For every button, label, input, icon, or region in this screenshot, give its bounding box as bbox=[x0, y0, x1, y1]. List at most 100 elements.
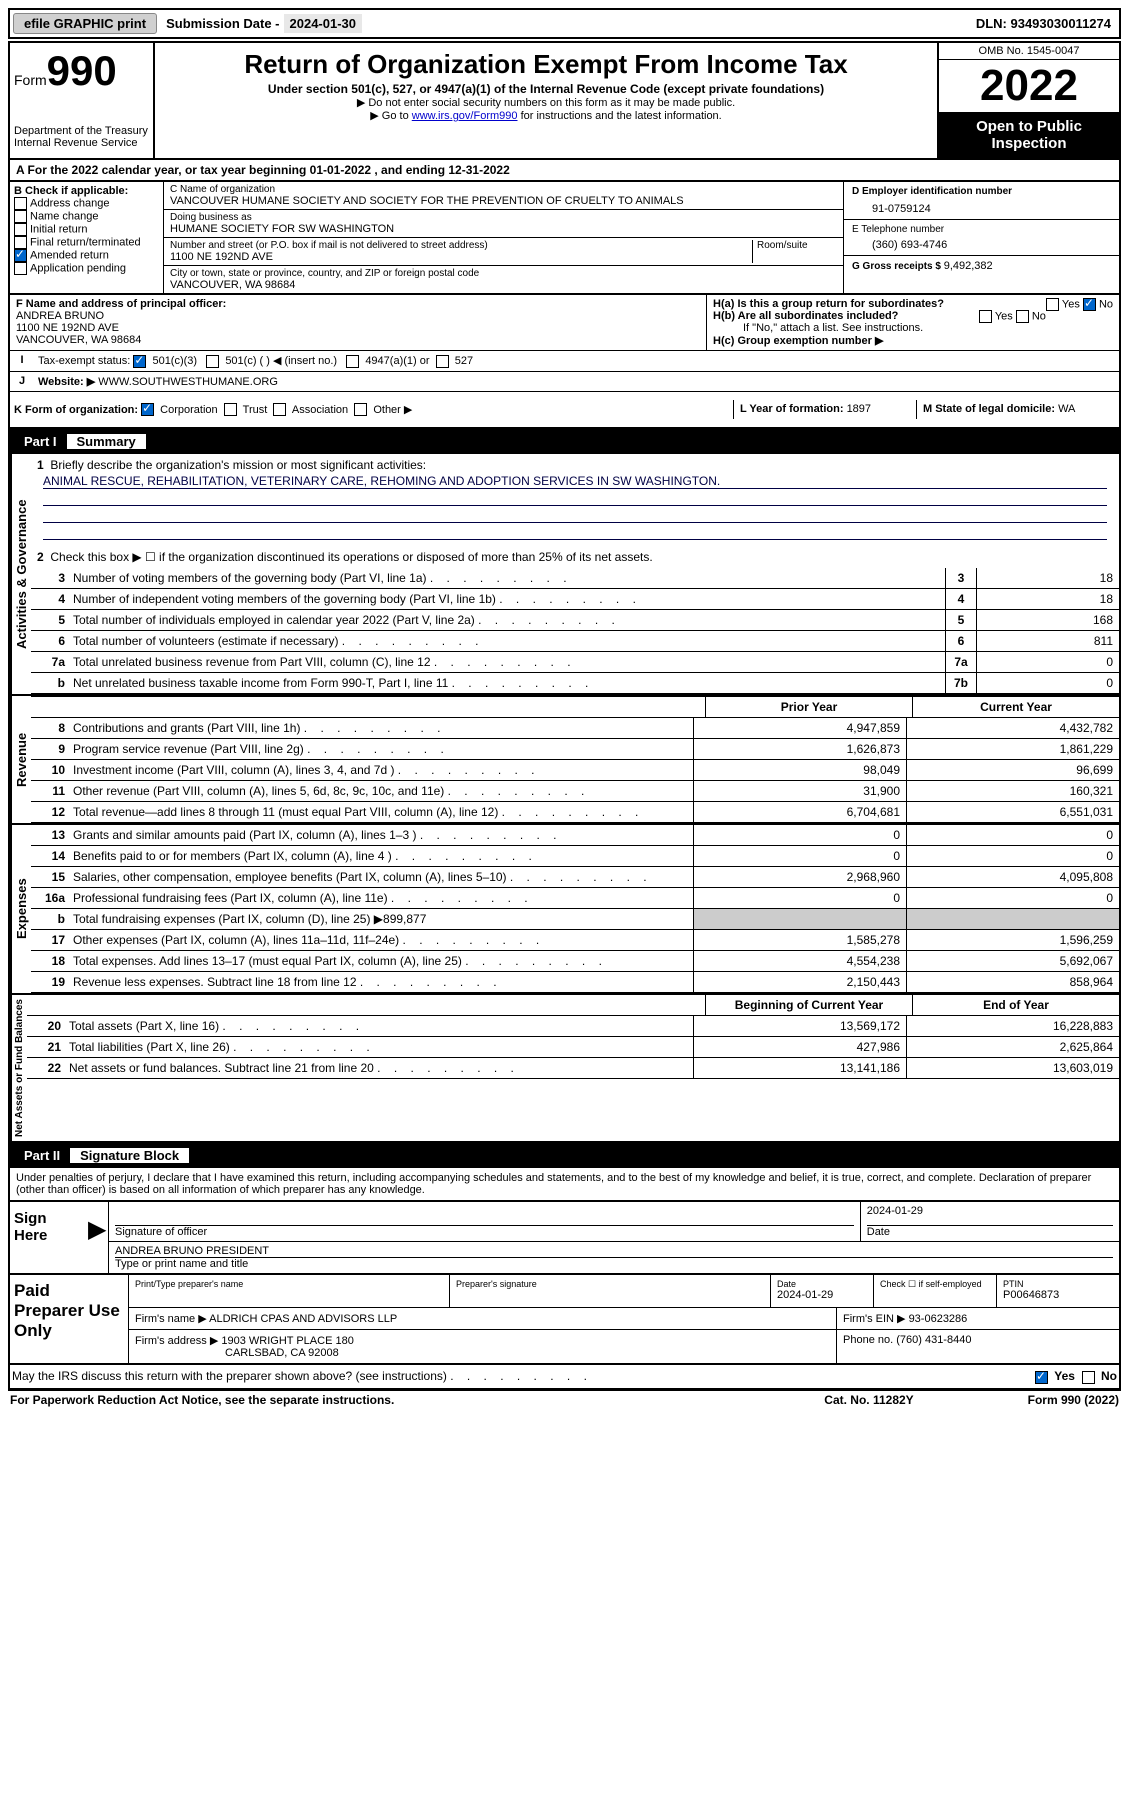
city-label: City or town, state or province, country… bbox=[170, 268, 837, 279]
dln: DLN: 93493030011274 bbox=[976, 16, 1119, 31]
checkbox-amended-return[interactable] bbox=[14, 249, 27, 262]
form-left: Form990 Department of the Treasury Inter… bbox=[10, 43, 155, 158]
exp-line-14: 14Benefits paid to or for members (Part … bbox=[31, 846, 1119, 867]
checkbox-ha-yes[interactable] bbox=[1046, 298, 1059, 311]
checkbox-527[interactable] bbox=[436, 355, 449, 368]
b-label: B Check if applicable: bbox=[14, 185, 159, 197]
gov-line-3: 3Number of voting members of the governi… bbox=[31, 568, 1119, 589]
org-name: VANCOUVER HUMANE SOCIETY AND SOCIETY FOR… bbox=[170, 195, 837, 207]
checkbox-trust[interactable] bbox=[224, 403, 237, 416]
h-c: H(c) Group exemption number ▶ bbox=[713, 334, 1113, 347]
firm-name: ALDRICH CPAS AND ADVISORS LLP bbox=[209, 1313, 397, 1325]
h-b: H(b) Are all subordinates included? Yes … bbox=[713, 310, 1113, 322]
city-value: VANCOUVER, WA 98684 bbox=[170, 279, 837, 291]
h-a: H(a) Is this a group return for subordin… bbox=[713, 298, 1113, 310]
end-year-header: End of Year bbox=[912, 995, 1119, 1015]
signature-intro: Under penalties of perjury, I declare th… bbox=[8, 1168, 1121, 1200]
g-gross-label: G Gross receipts $ bbox=[852, 261, 944, 272]
checkbox-501c[interactable] bbox=[206, 355, 219, 368]
gov-line-5: 5Total number of individuals employed in… bbox=[31, 610, 1119, 631]
row-a-tax-year: A For the 2022 calendar year, or tax yea… bbox=[8, 160, 1121, 182]
column-b-checkboxes: B Check if applicable: Address change Na… bbox=[10, 182, 164, 293]
net-line-22: 22Net assets or fund balances. Subtract … bbox=[27, 1058, 1119, 1079]
ein-value: 91-0759124 bbox=[852, 197, 1111, 215]
subdate-value: 2024-01-30 bbox=[284, 14, 363, 33]
rev-line-9: 9Program service revenue (Part VIII, lin… bbox=[31, 739, 1119, 760]
checkbox-other[interactable] bbox=[354, 403, 367, 416]
sig-date-value: 2024-01-29 bbox=[867, 1205, 1113, 1226]
year-formation: 1897 bbox=[847, 403, 871, 415]
paid-preparer-label: Paid Preparer Use Only bbox=[10, 1275, 128, 1363]
part-ii-header: Part II Signature Block bbox=[8, 1143, 1121, 1168]
firm-ein: 93-0623286 bbox=[909, 1313, 968, 1325]
exp-line-19: 19Revenue less expenses. Subtract line 1… bbox=[31, 972, 1119, 993]
exp-line-17: 17Other expenses (Part IX, column (A), l… bbox=[31, 930, 1119, 951]
c-name-label: C Name of organization bbox=[170, 184, 837, 195]
irs-link[interactable]: www.irs.gov/Form990 bbox=[412, 110, 518, 122]
exp-line-13: 13Grants and similar amounts paid (Part … bbox=[31, 825, 1119, 846]
expenses-section: Expenses 13Grants and similar amounts pa… bbox=[8, 825, 1121, 995]
prep-sig-label: Preparer's signature bbox=[456, 1279, 764, 1289]
addr-label: Number and street (or P.O. box if mail i… bbox=[170, 240, 752, 251]
revenue-section: Revenue Prior Year Current Year 8Contrib… bbox=[8, 696, 1121, 825]
checkbox-discuss-yes[interactable] bbox=[1035, 1371, 1048, 1384]
rev-line-11: 11Other revenue (Part VIII, column (A), … bbox=[31, 781, 1119, 802]
irs-label: Internal Revenue Service bbox=[14, 137, 149, 149]
dba-label: Doing business as bbox=[170, 212, 837, 223]
room-suite-label: Room/suite bbox=[752, 240, 837, 263]
sig-officer-label: Signature of officer bbox=[115, 1226, 854, 1238]
sign-arrow-icon: ▶ bbox=[88, 1202, 108, 1273]
checkbox-4947[interactable] bbox=[346, 355, 359, 368]
checkbox-501c3[interactable] bbox=[133, 355, 146, 368]
column-c-org-info: C Name of organization VANCOUVER HUMANE … bbox=[164, 182, 843, 293]
top-bar: efile GRAPHIC print Submission Date - 20… bbox=[8, 8, 1121, 39]
checkbox-application-pending[interactable] bbox=[14, 262, 27, 275]
omb-number: OMB No. 1545-0047 bbox=[939, 43, 1119, 60]
subtitle-2: ▶ Do not enter social security numbers o… bbox=[159, 96, 933, 109]
sig-date-label: Date bbox=[867, 1226, 1113, 1238]
check-self-employed: Check ☐ if self-employed bbox=[873, 1275, 996, 1307]
vlabel-expenses: Expenses bbox=[10, 825, 31, 993]
sign-here-block: Sign Here ▶ Signature of officer 2024-01… bbox=[8, 1200, 1121, 1275]
gov-line-4: 4Number of independent voting members of… bbox=[31, 589, 1119, 610]
k-label: K Form of organization: bbox=[14, 404, 138, 416]
checkbox-corporation[interactable] bbox=[141, 403, 154, 416]
dba-value: HUMANE SOCIETY FOR SW WASHINGTON bbox=[170, 223, 837, 235]
checkbox-address-change[interactable] bbox=[14, 197, 27, 210]
checkbox-association[interactable] bbox=[273, 403, 286, 416]
checkbox-initial-return[interactable] bbox=[14, 223, 27, 236]
checkbox-hb-no[interactable] bbox=[1016, 310, 1029, 323]
prior-year-header: Prior Year bbox=[705, 697, 912, 717]
column-d-ein: D Employer identification number 91-0759… bbox=[843, 182, 1119, 293]
checkbox-ha-no[interactable] bbox=[1083, 298, 1096, 311]
prep-name-label: Print/Type preparer's name bbox=[135, 1279, 443, 1289]
line-16b: b Total fundraising expenses (Part IX, c… bbox=[31, 909, 1119, 930]
net-line-20: 20Total assets (Part X, line 16)13,569,1… bbox=[27, 1016, 1119, 1037]
form-word: Form bbox=[14, 72, 47, 88]
current-year-header: Current Year bbox=[912, 697, 1119, 717]
firm-phone: (760) 431-8440 bbox=[896, 1334, 971, 1346]
part-i-header: Part I Summary bbox=[8, 429, 1121, 454]
row-k-l-m: K Form of organization: Corporation Trus… bbox=[8, 392, 1121, 430]
rev-line-8: 8Contributions and grants (Part VIII, li… bbox=[31, 718, 1119, 739]
h-b-note: If "No," attach a list. See instructions… bbox=[713, 322, 1113, 334]
officer-name-title: ANDREA BRUNO PRESIDENT bbox=[115, 1245, 1113, 1258]
beginning-year-header: Beginning of Current Year bbox=[705, 995, 912, 1015]
form-title: Return of Organization Exempt From Incom… bbox=[159, 49, 933, 80]
q2-checkbox-text: Check this box ▶ ☐ if the organization d… bbox=[50, 550, 652, 564]
form-right: OMB No. 1545-0047 2022 Open to Public In… bbox=[937, 43, 1119, 158]
checkbox-hb-yes[interactable] bbox=[979, 310, 992, 323]
open-to-public: Open to Public Inspection bbox=[939, 112, 1119, 158]
cat-number: Cat. No. 11282Y bbox=[769, 1393, 969, 1407]
checkbox-discuss-no[interactable] bbox=[1082, 1371, 1095, 1384]
exp-line-18: 18Total expenses. Add lines 13–17 (must … bbox=[31, 951, 1119, 972]
efile-button[interactable]: efile GRAPHIC print bbox=[13, 13, 157, 34]
officer-addr2: VANCOUVER, WA 98684 bbox=[16, 334, 700, 346]
vlabel-net-assets: Net Assets or Fund Balances bbox=[10, 995, 27, 1141]
j-label: J bbox=[10, 372, 34, 391]
officer-addr1: 1100 NE 192ND AVE bbox=[16, 322, 700, 334]
rev-line-12: 12Total revenue—add lines 8 through 11 (… bbox=[31, 802, 1119, 823]
state-domicile: WA bbox=[1058, 403, 1075, 415]
checkbox-name-change[interactable] bbox=[14, 210, 27, 223]
officer-name: ANDREA BRUNO bbox=[16, 310, 700, 322]
